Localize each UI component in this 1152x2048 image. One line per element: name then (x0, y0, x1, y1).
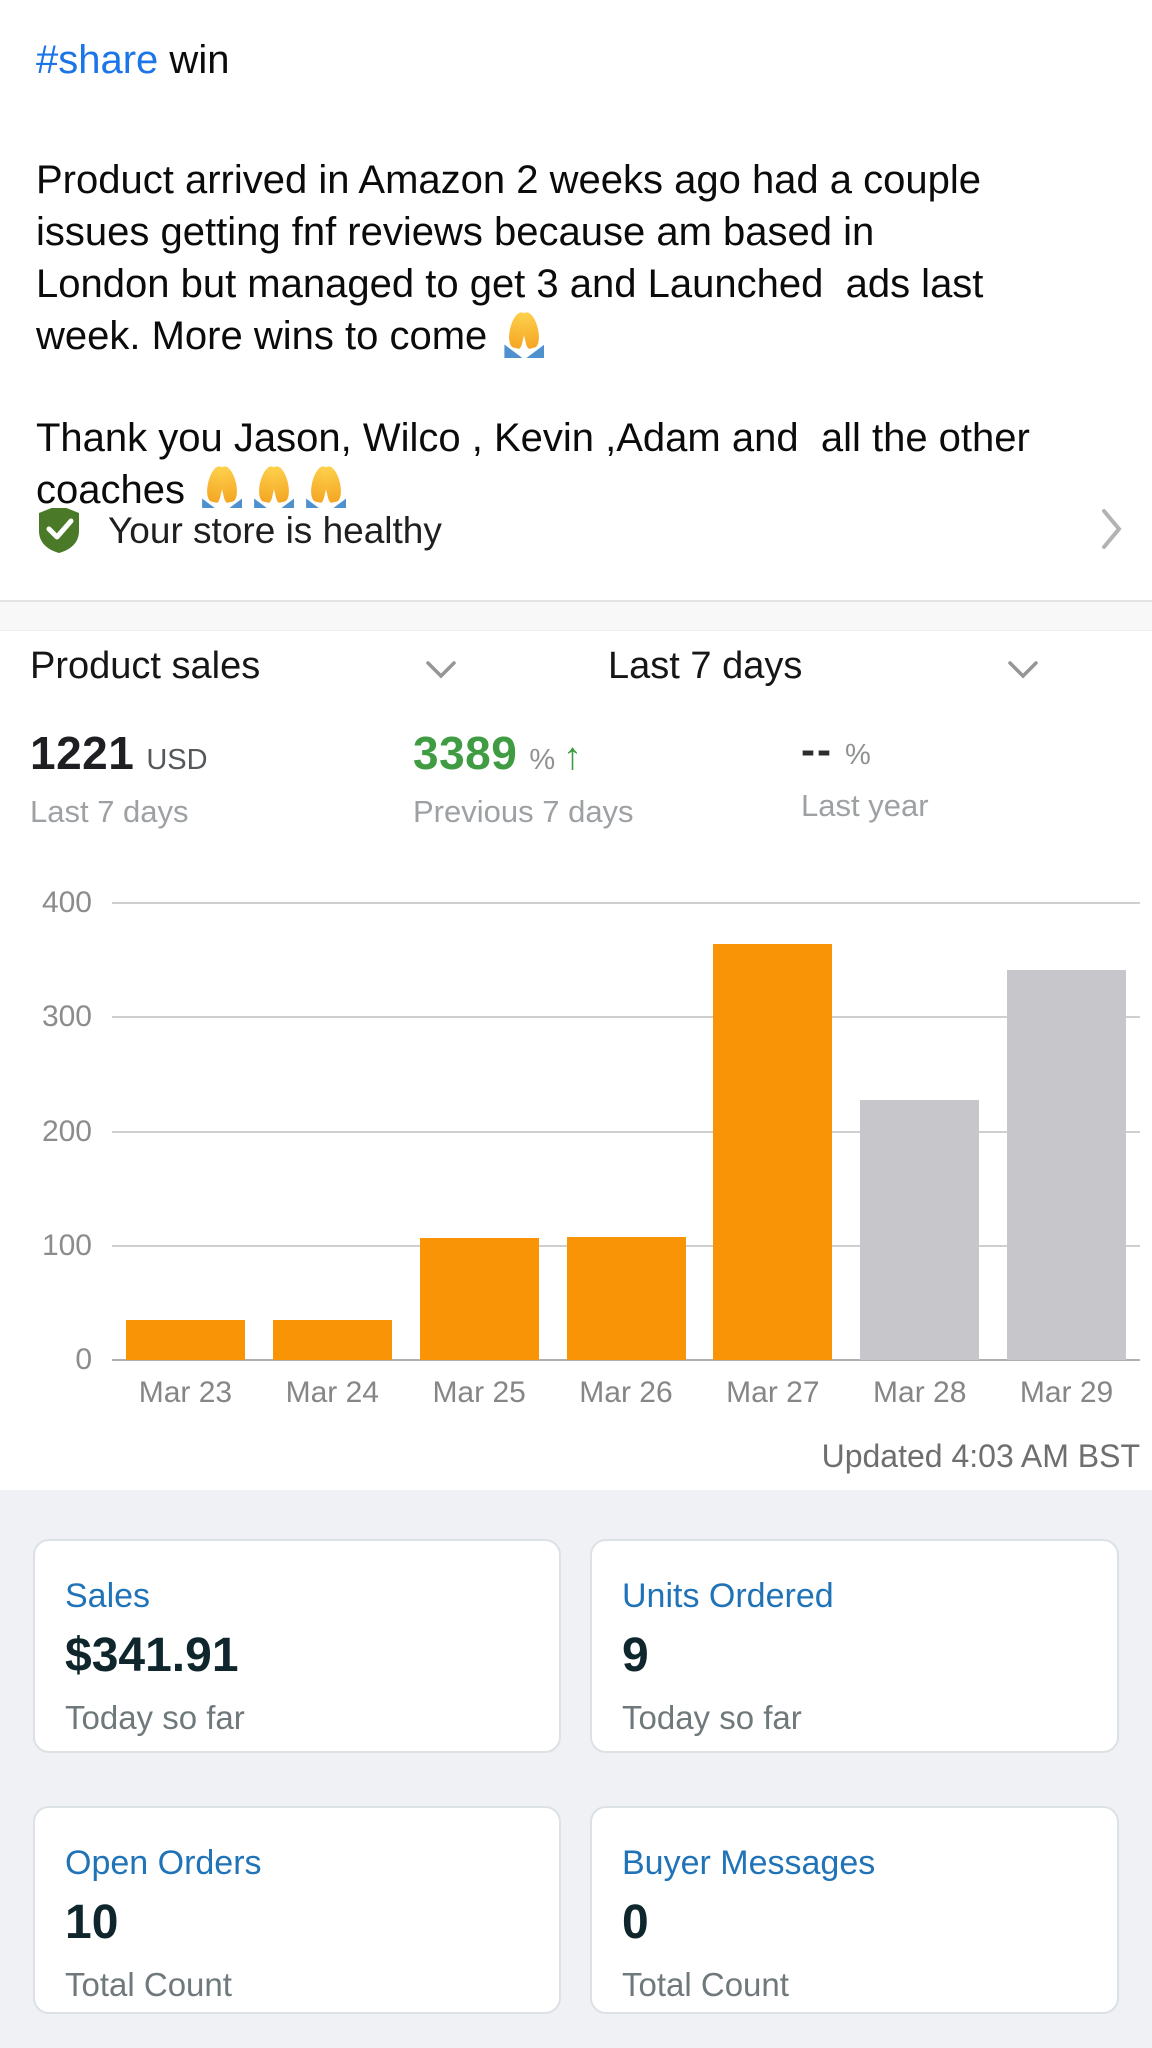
store-health-row[interactable]: Your store is healthy (0, 508, 1152, 570)
x-axis-tick-label: Mar 28 (873, 1376, 967, 1409)
card-caption: Total Count (622, 1966, 789, 2003)
summary-panel: Sales $341.91 Today so far Units Ordered… (0, 1490, 1152, 2048)
gridline (112, 1359, 1140, 1361)
post-title: #share win (36, 34, 1118, 86)
metric-value: 1221 (30, 727, 135, 779)
post-body-text: Product arrived in Amazon 2 weeks ago ha… (36, 158, 984, 358)
card-caption: Total Count (65, 1966, 232, 2003)
metric-caption: Last 7 days (30, 794, 189, 829)
chevron-down-icon[interactable] (1006, 659, 1040, 686)
y-axis-tick-label: 200 (41, 1114, 92, 1148)
metric-unit: % (844, 739, 871, 771)
gridline (112, 902, 1140, 904)
bar-mar-27 (713, 944, 833, 1360)
chevron-down-icon[interactable] (424, 659, 458, 686)
bar-mar-23 (125, 1320, 245, 1360)
buyer-messages-card[interactable]: Buyer Messages 0 Total Count (590, 1806, 1119, 2014)
folded-hands-emoji (201, 464, 243, 512)
store-health-label: Your store is healthy (108, 510, 442, 551)
card-value: 10 (65, 1896, 119, 1949)
bar-mar-26 (566, 1236, 686, 1360)
metrics-row: 1221 USD Last 7 days 3389 % ↑ Previous 7… (0, 726, 1152, 836)
x-axis-tick-label: Mar 27 (726, 1376, 820, 1409)
y-axis-tick-label: 300 (41, 1000, 92, 1034)
arrow-up-icon: ↑ (563, 736, 583, 778)
bar-mar-25 (419, 1237, 539, 1360)
metric-value: -- (801, 726, 833, 773)
metric-caption: Previous 7 days (413, 794, 634, 829)
gridline (112, 1016, 1140, 1019)
post-message: #share win Product arrived in Amazon 2 w… (36, 34, 1118, 516)
card-caption: Today so far (65, 1699, 245, 1736)
post-body: Product arrived in Amazon 2 weeks ago ha… (36, 154, 1118, 362)
units-ordered-card[interactable]: Units Ordered 9 Today so far (590, 1539, 1119, 1753)
chevron-right-icon (1100, 508, 1124, 556)
updated-timestamp: Updated 4:03 AM BST (821, 1438, 1140, 1474)
metric-last-year: -- % Last year (801, 726, 929, 824)
metric-unit: USD (146, 744, 208, 776)
metric-caption: Last year (801, 788, 929, 823)
sales-bar-chart: Updated 4:03 AM BST 0 100 200 300 400 Mar 23 M… (0, 880, 1152, 1492)
sales-widget-header: Product sales Last 7 days (0, 645, 1152, 695)
bar-mar-24 (272, 1320, 392, 1360)
section-divider (0, 600, 1152, 631)
sales-card[interactable]: Sales $341.91 Today so far (33, 1539, 561, 1753)
post-thanks: Thank you Jason, Wilco , Kevin ,Adam and… (36, 412, 1118, 516)
metric-previous-period: 3389 % ↑ Previous 7 days (413, 726, 634, 830)
card-value: 9 (622, 1629, 649, 1682)
chart-plot (112, 902, 1140, 1361)
x-axis-tick-label: Mar 26 (579, 1376, 673, 1409)
card-value: 0 (622, 1896, 649, 1949)
folded-hands-emoji (253, 464, 295, 512)
x-axis-tick-label: Mar 29 (1019, 1376, 1114, 1409)
x-axis-tick-label: Mar 25 (432, 1376, 526, 1409)
bar-mar-29 (1007, 970, 1127, 1360)
folded-hands-emoji (305, 464, 347, 512)
y-axis-tick-label: 100 (41, 1228, 92, 1262)
card-title-link[interactable]: Buyer Messages (622, 1844, 876, 1882)
range-selector[interactable]: Last 7 days (608, 645, 803, 687)
channel-tag-link[interactable]: #share (36, 38, 159, 82)
card-caption: Today so far (622, 1699, 802, 1736)
folded-hands-emoji (503, 310, 545, 358)
shield-check-icon (36, 508, 82, 559)
card-title-link[interactable]: Open Orders (65, 1844, 262, 1882)
metric-value: 3389 (413, 727, 518, 779)
post-thanks-text: Thank you Jason, Wilco , Kevin ,Adam and… (36, 416, 1030, 512)
x-axis-tick-label: Mar 24 (285, 1376, 379, 1409)
y-axis-tick-label: 0 (75, 1343, 92, 1376)
gridline (112, 1130, 1140, 1133)
metric-current-period: 1221 USD Last 7 days (30, 726, 208, 830)
card-title-link[interactable]: Sales (65, 1577, 151, 1615)
metric-unit: % (529, 744, 556, 776)
y-axis-tick-label: 400 (41, 886, 92, 919)
card-value: $341.91 (65, 1629, 239, 1682)
x-axis-tick-label: Mar 23 (138, 1376, 233, 1409)
post-title-rest: win (158, 38, 230, 82)
card-title-link[interactable]: Units Ordered (622, 1577, 834, 1615)
metric-selector[interactable]: Product sales (30, 645, 261, 687)
open-orders-card[interactable]: Open Orders 10 Total Count (33, 1806, 561, 2014)
bar-mar-28 (860, 1099, 980, 1360)
